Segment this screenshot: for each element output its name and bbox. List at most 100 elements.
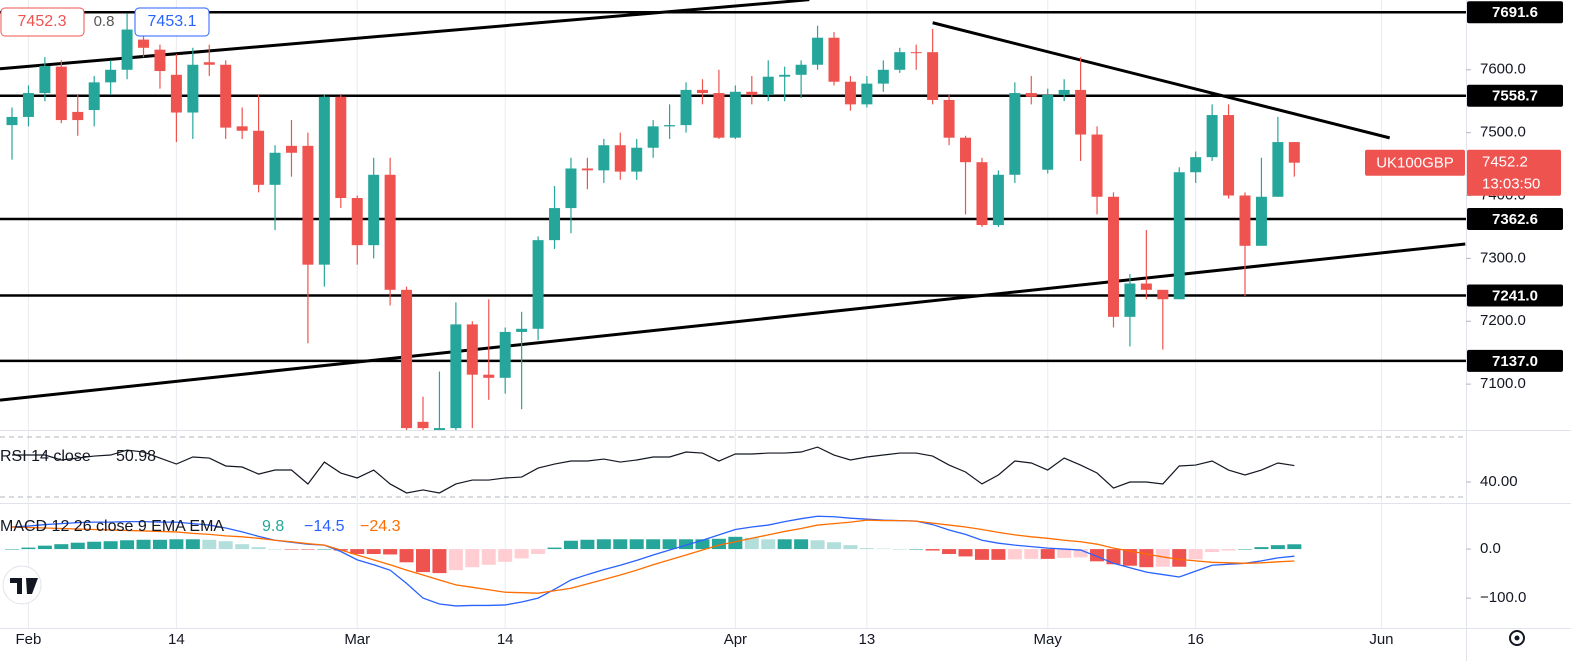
macd-line xyxy=(11,515,1295,607)
macd-tick-label: −100.0 xyxy=(1480,589,1526,606)
candle-body xyxy=(1157,289,1169,300)
x-tick-label: Feb xyxy=(16,631,42,648)
candle-body xyxy=(1124,283,1136,317)
macd-histogram-bar xyxy=(185,539,200,550)
macd-histogram-bar xyxy=(810,540,825,550)
candle-body xyxy=(1255,196,1267,246)
candle-body xyxy=(433,428,445,430)
macd-histogram-bar xyxy=(1155,549,1170,567)
macd-histogram-bar xyxy=(909,549,924,550)
macd-histogram-bar xyxy=(695,539,710,550)
candle-body xyxy=(285,145,297,153)
candle-body xyxy=(581,168,593,171)
macd-histogram-bar xyxy=(711,538,726,550)
price-pane xyxy=(0,0,1466,430)
level-label: 7137.0 xyxy=(1492,353,1538,370)
sell-box xyxy=(0,7,85,37)
macd-histogram-bar xyxy=(1205,549,1220,553)
macd-histogram-bar xyxy=(974,549,989,560)
macd-histogram-bar xyxy=(1287,544,1302,550)
macd-histogram-bar xyxy=(284,549,299,550)
x-tick-label: May xyxy=(1034,631,1063,648)
macd-tick-label: 0.0 xyxy=(1480,540,1501,557)
candle-body xyxy=(779,74,791,77)
macd-histogram-bar xyxy=(5,549,19,550)
candle-body xyxy=(253,130,265,185)
macd-histogram-bar xyxy=(596,539,611,550)
candle-body xyxy=(664,125,676,127)
macd-histogram-bar xyxy=(514,549,529,559)
macd-histogram-bar xyxy=(136,539,151,550)
macd-histogram-bar xyxy=(366,549,381,554)
candle-body xyxy=(1206,115,1218,158)
rsi-line xyxy=(12,446,1295,494)
x-tick-label: Jun xyxy=(1369,631,1393,648)
candle-body xyxy=(877,69,889,84)
candle-body xyxy=(105,69,117,83)
macd-histogram-bar xyxy=(399,549,414,563)
macd-hist-value: 9.8 xyxy=(262,518,284,535)
overlay: Feb 14 Mar 14 Apr 13 May 16 Jun 7100.0 7200.0 7300.… xyxy=(0,1,1563,648)
macd-histogram-bar xyxy=(152,539,167,550)
candle-body xyxy=(1223,115,1235,196)
candle-body xyxy=(88,82,100,111)
macd-histogram-bar xyxy=(925,549,940,551)
candle-body xyxy=(499,331,511,378)
candle-body xyxy=(598,145,610,171)
candle-body xyxy=(417,421,429,429)
buy-price: 7453.1 xyxy=(148,13,197,30)
candle-body xyxy=(483,374,495,378)
candle-body xyxy=(960,137,972,163)
macd-histogram-bar xyxy=(646,539,661,550)
macd-histogram-bar xyxy=(892,549,907,550)
x-tick-label: 14 xyxy=(168,631,185,648)
candle-body xyxy=(861,83,873,105)
y-tick-label: 7200.0 xyxy=(1480,312,1526,329)
candle-body xyxy=(746,91,758,95)
candle-body xyxy=(121,29,133,70)
macd-histogram-bar xyxy=(448,549,463,571)
candle-body xyxy=(549,208,561,241)
candle-body xyxy=(1288,142,1300,163)
candle-body xyxy=(1091,134,1103,197)
macd-histogram-bar xyxy=(991,549,1006,560)
macd-histogram-bar xyxy=(1106,549,1121,565)
macd-histogram-bar xyxy=(416,549,430,573)
macd-histogram-bar xyxy=(1057,549,1072,558)
candle-body xyxy=(910,52,922,54)
level-label: 7241.0 xyxy=(1492,287,1538,304)
candle-body xyxy=(269,152,281,185)
y-tick-label: 7300.0 xyxy=(1480,249,1526,266)
macd-histogram-bar xyxy=(37,545,52,550)
macd-histogram-bar xyxy=(251,547,266,550)
candle-body xyxy=(1075,89,1087,135)
macd-histogram-bar xyxy=(1007,549,1022,560)
macd-histogram-bar xyxy=(1238,549,1252,550)
candle-body xyxy=(844,81,856,105)
x-tick-label: 14 xyxy=(497,631,514,648)
candle-body xyxy=(236,126,248,131)
candle-body xyxy=(762,76,774,95)
y-tick-label: 7100.0 xyxy=(1480,375,1526,392)
candle-body xyxy=(1058,89,1070,95)
x-tick-label: Mar xyxy=(344,631,370,648)
signal-value: −24.3 xyxy=(360,518,401,535)
gear-icon[interactable] xyxy=(1509,630,1525,646)
macd-histogram-bar xyxy=(580,539,595,550)
macd-histogram-bar xyxy=(169,539,184,550)
macd-histogram-bar xyxy=(235,544,250,550)
macd-histogram-bar xyxy=(54,544,69,550)
macd-histogram-bar xyxy=(300,549,315,550)
macd-histogram-bar xyxy=(218,541,233,550)
level-label: 7362.6 xyxy=(1492,211,1538,228)
candle-body xyxy=(516,328,528,332)
candle-body xyxy=(1173,172,1185,300)
rsi-value: 50.98 xyxy=(116,448,156,465)
last-time: 13:03:50 xyxy=(1482,176,1540,193)
macd-histogram-bar xyxy=(942,549,957,554)
candle-body xyxy=(6,116,18,126)
macd-histogram-bar xyxy=(1188,549,1203,560)
symbol-badge xyxy=(1365,149,1465,176)
macd-histogram-bar xyxy=(350,549,365,554)
macd-histogram-bar xyxy=(1024,549,1039,559)
